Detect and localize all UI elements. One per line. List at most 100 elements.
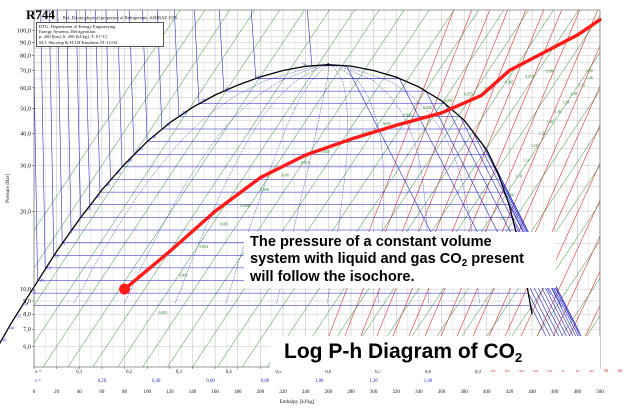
isochore-label: 0,020: [322, 150, 331, 155]
y-axis-label: Pressure [Bar]: [6, 174, 11, 203]
start-point-marker: [119, 283, 131, 295]
temp-row-value: 30: [603, 368, 608, 373]
isotherm-label: 50: [183, 110, 187, 115]
y-tick-label: 40,0: [20, 130, 31, 137]
chart-header: R744 Ref. Electrophysical properties of …: [26, 6, 236, 24]
s-row-value: 0,20: [98, 379, 107, 384]
x-row-value: 0,9: [475, 370, 482, 375]
isochore-curve: [67, 10, 305, 367]
isotherm-label: 40: [152, 134, 156, 139]
x-tick-label: 100: [143, 390, 151, 395]
isotherm-label: 30: [128, 158, 132, 163]
isotherm-label: -35: [16, 313, 21, 318]
chart-title: Log P-h Diagram of CO2: [284, 340, 523, 365]
isochore-label: 0,004: [199, 245, 208, 250]
y-tick-label: 10,0: [20, 286, 31, 293]
isentrope-curve: [332, 10, 472, 367]
isentrope-curve: [522, 199, 600, 367]
isentrope-label: 1,46: [586, 76, 593, 81]
isochore-label: 0,003: [179, 273, 188, 278]
temp-row-value: -10: [546, 368, 553, 373]
header-subtitle: Ref. Electrophysical properties of Refri…: [62, 15, 178, 20]
quality-line: [73, 65, 316, 304]
isochore-label: 0,055: [464, 93, 473, 98]
isentrope-curve: [618, 10, 628, 367]
x-row-value: 0,5: [276, 370, 283, 375]
quality-line: [174, 65, 323, 304]
saturation-curve: [0, 63, 533, 345]
s-row-value: 0,40: [152, 379, 161, 384]
isotherm-curve: [129, 10, 580, 333]
isochore-curve: [217, 10, 455, 367]
x-tick-label: 480: [574, 390, 582, 395]
isentrope-label: 1,18: [531, 144, 538, 149]
x-tick-label: 420: [506, 390, 514, 395]
y-tick-label: 70,0: [20, 68, 31, 75]
isochore-curve: [316, 10, 554, 367]
isochore-curve: [366, 14, 600, 367]
isotherm-label: 65: [255, 74, 259, 79]
x-tick-label: 360: [438, 390, 446, 395]
isotherm-label: 45: [166, 122, 170, 127]
isotherm-curve: [34, 51, 600, 367]
axes: 6,0 7,0 8,0 9,0 10,0 20,0 30,0 40,0 50,0 60,0 70,0…: [6, 9, 623, 405]
isentrope-label: 1,38: [571, 92, 578, 97]
isentrope-label: 1,50: [586, 69, 593, 74]
x-tick-label: 300: [370, 390, 378, 395]
isentrope-curve: [554, 270, 600, 367]
isotherm-label: -25: [31, 290, 36, 295]
temp-row-value: -40: [504, 368, 511, 373]
y-tick-label: 60,0: [20, 85, 31, 92]
isochore-label: 0,065: [505, 80, 514, 85]
annotation-line-2-text: system with liquid and gas CO: [250, 251, 462, 267]
isotherm-label: 70: [302, 62, 306, 67]
annotation-line-2: system with liquid and gas CO2 present: [250, 251, 550, 269]
y-tick-label: 50,0: [20, 105, 31, 112]
isochore-curve: [266, 10, 504, 367]
chart-title-subscript: 2: [515, 350, 523, 365]
isotherm-label: 10: [87, 206, 91, 211]
refrigerant-label: R744: [26, 7, 55, 22]
isochore-curve: [92, 10, 330, 367]
isochore-curve: [516, 240, 600, 367]
x-row-value: 0,7: [375, 370, 382, 375]
isochore-curve: [441, 127, 600, 367]
x-row-label: x =: [35, 370, 42, 375]
isochore-curve: [416, 89, 600, 367]
isochore-path: [122, 18, 602, 291]
isentrope-label: 1,42: [578, 84, 585, 89]
x-tick-label: 400: [483, 390, 491, 395]
annotation-line-3: will follow the isochore.: [250, 269, 415, 285]
saturation-dome: [0, 63, 533, 345]
isochore-curve: [341, 10, 579, 367]
temp-row-value: -30: [489, 368, 496, 373]
isochore-label: 0,070: [525, 75, 534, 80]
isotherm-label: 60: [225, 86, 229, 91]
isochore-curve: [117, 10, 355, 367]
x-tick-label: 260: [325, 390, 333, 395]
isochore-curve: [34, 10, 255, 344]
x-tick-label: 240: [302, 390, 310, 395]
isochore-label: 0,008: [260, 188, 269, 193]
chart-title-main: Log P-h Diagram of CO: [284, 340, 515, 363]
y-tick-label: 90,0: [20, 39, 31, 46]
y-tick-label: 100,0: [17, 27, 31, 34]
isochore-curve: [242, 10, 480, 367]
isotherm-label: 5: [79, 218, 81, 223]
x-tick-label: 380: [460, 390, 468, 395]
isentrope-curve: [348, 10, 490, 367]
isochore-label: 0,0065: [240, 204, 251, 209]
isentrope-label: 1,02: [499, 216, 506, 221]
isochore-label: 0,080: [546, 69, 555, 74]
isentrope-curve: [395, 10, 545, 367]
title-box: Log P-h Diagram of CO2: [270, 336, 600, 370]
x-tick-label: 200: [257, 390, 265, 395]
s-row-label: s =: [35, 379, 41, 384]
y-tick-label: 30,0: [20, 163, 31, 170]
source-line: M.J. Skovrup & H.J.H Knudsen, 01-12-03: [39, 39, 118, 45]
x-tick-label: 80: [122, 390, 128, 395]
quality-line: [124, 65, 319, 304]
isentrope-curve: [570, 304, 600, 367]
y-tick-label: 9,0: [23, 298, 31, 305]
quality-line: [225, 65, 326, 304]
